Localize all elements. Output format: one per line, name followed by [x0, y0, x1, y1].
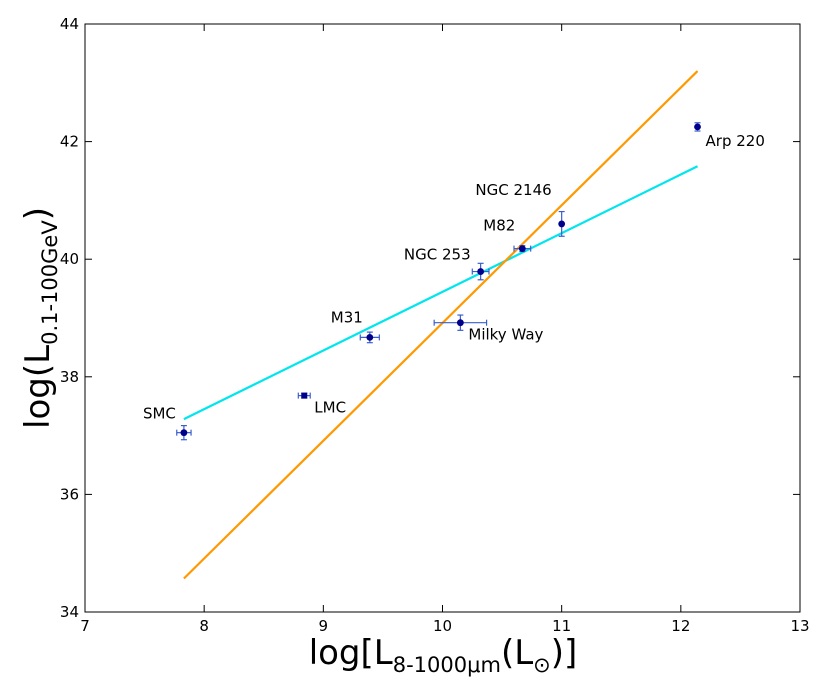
- annotation-ngc-253: NGC 253: [404, 246, 471, 264]
- point-smc: [180, 429, 188, 437]
- point-ngc-2146: [558, 220, 566, 228]
- annotation-milky-way: Milky Way: [468, 326, 543, 344]
- x-tick-label-11: 11: [552, 617, 571, 635]
- annotation-m31: M31: [331, 308, 363, 326]
- annotation-arp-220: Arp 220: [706, 132, 765, 150]
- y-tick-label-44: 44: [60, 15, 79, 33]
- y-tick-label-40: 40: [60, 250, 79, 268]
- point-annotations: SMC LMC M31 Milky Way NGC 253 M82 NGC 2146 Arp …: [143, 132, 765, 423]
- x-tick-label-8: 8: [199, 617, 209, 635]
- point-ngc-253: [477, 268, 485, 275]
- fit-line-0: [183, 165, 699, 421]
- point-arp-220: [694, 123, 701, 131]
- annotation-lmc: LMC: [314, 399, 346, 417]
- y-tick-label-36: 36: [60, 485, 79, 503]
- x-tick-label-12: 12: [671, 617, 690, 635]
- x-tick-label-10: 10: [433, 617, 452, 635]
- y-tick-label-42: 42: [60, 133, 79, 151]
- y-axis-label: log(L0.1-100GeV): [18, 207, 62, 429]
- x-axis-label: log[L8-1000μm(L⊙)]: [309, 633, 578, 677]
- annotation-m82: M82: [483, 217, 515, 235]
- fit-lines: [183, 70, 699, 580]
- point-milky-way: [456, 319, 464, 327]
- point-m82: [518, 245, 526, 253]
- x-tick-label-9: 9: [319, 617, 329, 635]
- x-tick-label-13: 13: [790, 617, 809, 635]
- y-tick-label-34: 34: [60, 603, 79, 621]
- y-tick-label-38: 38: [60, 368, 79, 386]
- plot-background: [85, 24, 800, 612]
- point-lmc: [301, 392, 308, 399]
- x-tick-label-7: 7: [80, 617, 90, 635]
- annotation-smc: SMC: [143, 405, 176, 423]
- data-points: [180, 123, 701, 437]
- fit-line-1: [183, 70, 699, 580]
- point-m31: [366, 334, 374, 341]
- axis-ticks: 7 8 9 10 11 12 13 34 36 38 40 42 44: [60, 15, 810, 635]
- annotation-ngc-2146: NGC 2146: [475, 181, 551, 199]
